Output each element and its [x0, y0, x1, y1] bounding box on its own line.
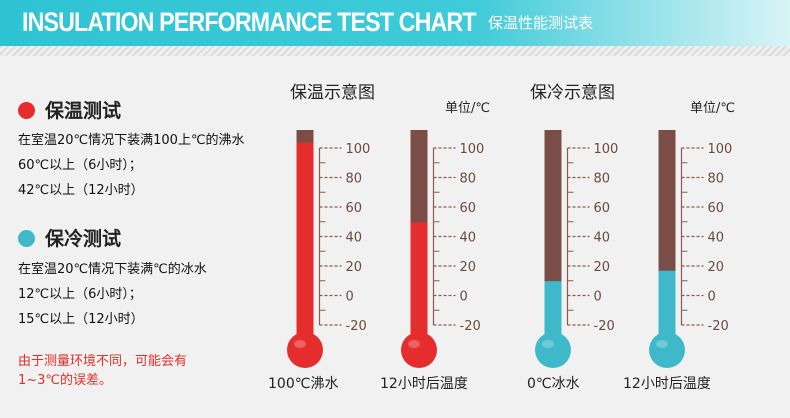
cold-chart-unit: 单位/℃: [690, 101, 735, 116]
error-note-line-2: 1~3℃的误差。: [18, 373, 113, 388]
cold-therm-2-label: 12小时后温度: [623, 376, 711, 392]
bulb-highlight: [542, 340, 554, 348]
warm-test-line-3: 42℃以上（12小时）: [18, 183, 144, 198]
scale-tick-label: 0: [708, 290, 716, 305]
scale-tick-label: 60: [708, 201, 725, 216]
warm-chart-title: 保温示意图: [290, 83, 375, 103]
bulb-highlight: [294, 340, 306, 348]
thermometer-fill: [296, 142, 314, 344]
scale-tick-label: 20: [708, 260, 725, 275]
thermometer-bulb: [401, 332, 437, 368]
scale-tick-label: 40: [460, 231, 477, 246]
scale-tick-label: 0: [460, 290, 468, 305]
warm-test-line-2: 60℃以上（6小时）；: [18, 158, 142, 173]
scale-tick-label: 40: [346, 231, 363, 246]
scale-tick-label: 20: [594, 260, 611, 275]
cold-therm-1-label: 0℃冰水: [527, 376, 580, 392]
scale-tick-label: -20: [594, 319, 615, 334]
warm-chart-unit: 单位/℃: [445, 101, 490, 116]
header-stripe: [0, 46, 790, 56]
warm-therm-1-label: 100℃沸水: [268, 376, 339, 392]
scale-tick-label: 40: [594, 231, 611, 246]
scale-tick-label: -20: [346, 319, 367, 334]
cold-test-title: 保冷测试: [45, 228, 122, 250]
cold-test-heading: 保冷测试: [18, 228, 121, 250]
scale-tick-label: 80: [594, 172, 611, 187]
scale-tick-label: 100: [594, 142, 619, 157]
cold-test-line-3: 15℃以上（12小时）: [18, 312, 144, 327]
scale-tick-label: 100: [460, 142, 485, 157]
scale-tick-label: 80: [460, 172, 477, 187]
thermometer-fill: [658, 270, 676, 344]
warm-test-line-1: 在室温20℃情况下装满100上℃的沸水: [18, 133, 245, 148]
blue-dot-icon: [18, 230, 35, 247]
scale-tick-label: 80: [346, 172, 363, 187]
bulb-highlight: [656, 340, 668, 348]
cold-test-line-1: 在室温20℃情况下装满℃的冰水: [18, 262, 207, 277]
bulb-highlight: [408, 340, 420, 348]
thermometer-fill: [410, 222, 428, 344]
cold-chart-title: 保冷示意图: [530, 83, 615, 103]
red-dot-icon: [18, 102, 35, 119]
scale-tick-label: 60: [346, 201, 363, 216]
page-subtitle: 保温性能测试表: [488, 14, 594, 32]
scale-tick-label: 60: [460, 201, 477, 216]
scale-tick-label: 20: [346, 260, 363, 275]
cold-test-line-2: 12℃以上（6小时）；: [18, 287, 142, 302]
scale-tick-label: 100: [346, 142, 371, 157]
thermometer-bulb: [287, 332, 323, 368]
scale-tick-label: 0: [346, 290, 354, 305]
scale-tick-label: 40: [708, 231, 725, 246]
scale-tick-label: 0: [594, 290, 602, 305]
thermometer-fill: [544, 281, 562, 344]
header-banner: INSULATION PERFORMANCE TEST CHART 保温性能测试…: [0, 0, 790, 46]
scale-tick-label: 60: [594, 201, 611, 216]
warm-test-heading: 保温测试: [18, 100, 121, 122]
scale-tick-label: 20: [460, 260, 477, 275]
scale-tick-label: 100: [708, 142, 733, 157]
warm-therm-2-label: 12小时后温度: [380, 376, 468, 392]
scale-tick-label: -20: [460, 319, 481, 334]
scale-tick-label: 80: [708, 172, 725, 187]
page-title: INSULATION PERFORMANCE TEST CHART: [22, 7, 477, 37]
warm-test-title: 保温测试: [45, 100, 122, 122]
error-note-line-1: 由于测量环境不同，可能会有: [18, 354, 188, 369]
thermometer-bulb: [649, 332, 685, 368]
scale-tick-label: -20: [708, 319, 729, 334]
thermometer-bulb: [535, 332, 571, 368]
